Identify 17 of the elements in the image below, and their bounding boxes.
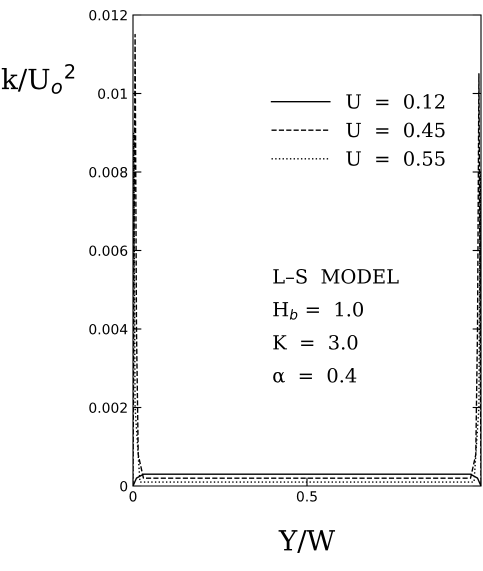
y-tick-label: 0.012 (89, 10, 127, 20)
x-axis-title: Y/W (278, 530, 336, 553)
legend-label: U = 0.45 (346, 122, 445, 138)
y-tick-label: 0.01 (98, 88, 127, 99)
y-tick-label: 0.006 (89, 245, 128, 256)
annotation: L–S MODEL (273, 269, 399, 284)
annotation: H$_{b}$ = 1.0 (273, 302, 363, 320)
legend-label: U = 0.12 (346, 94, 444, 109)
y-tick-label: 0 (120, 480, 128, 492)
x-tick-label: 0.5 (296, 491, 317, 502)
annotation: α = 0.4 (273, 368, 356, 383)
y-axis-title: k/U$_{o}$$^{2}$ (2, 64, 74, 94)
legend-label: U = 0.55 (346, 151, 445, 166)
annotation: K = 3.0 (273, 334, 358, 350)
y-tick-label: 0.008 (89, 166, 128, 178)
y-tick-label: 0.002 (89, 402, 127, 413)
y-tick-label: 0.004 (89, 324, 128, 334)
